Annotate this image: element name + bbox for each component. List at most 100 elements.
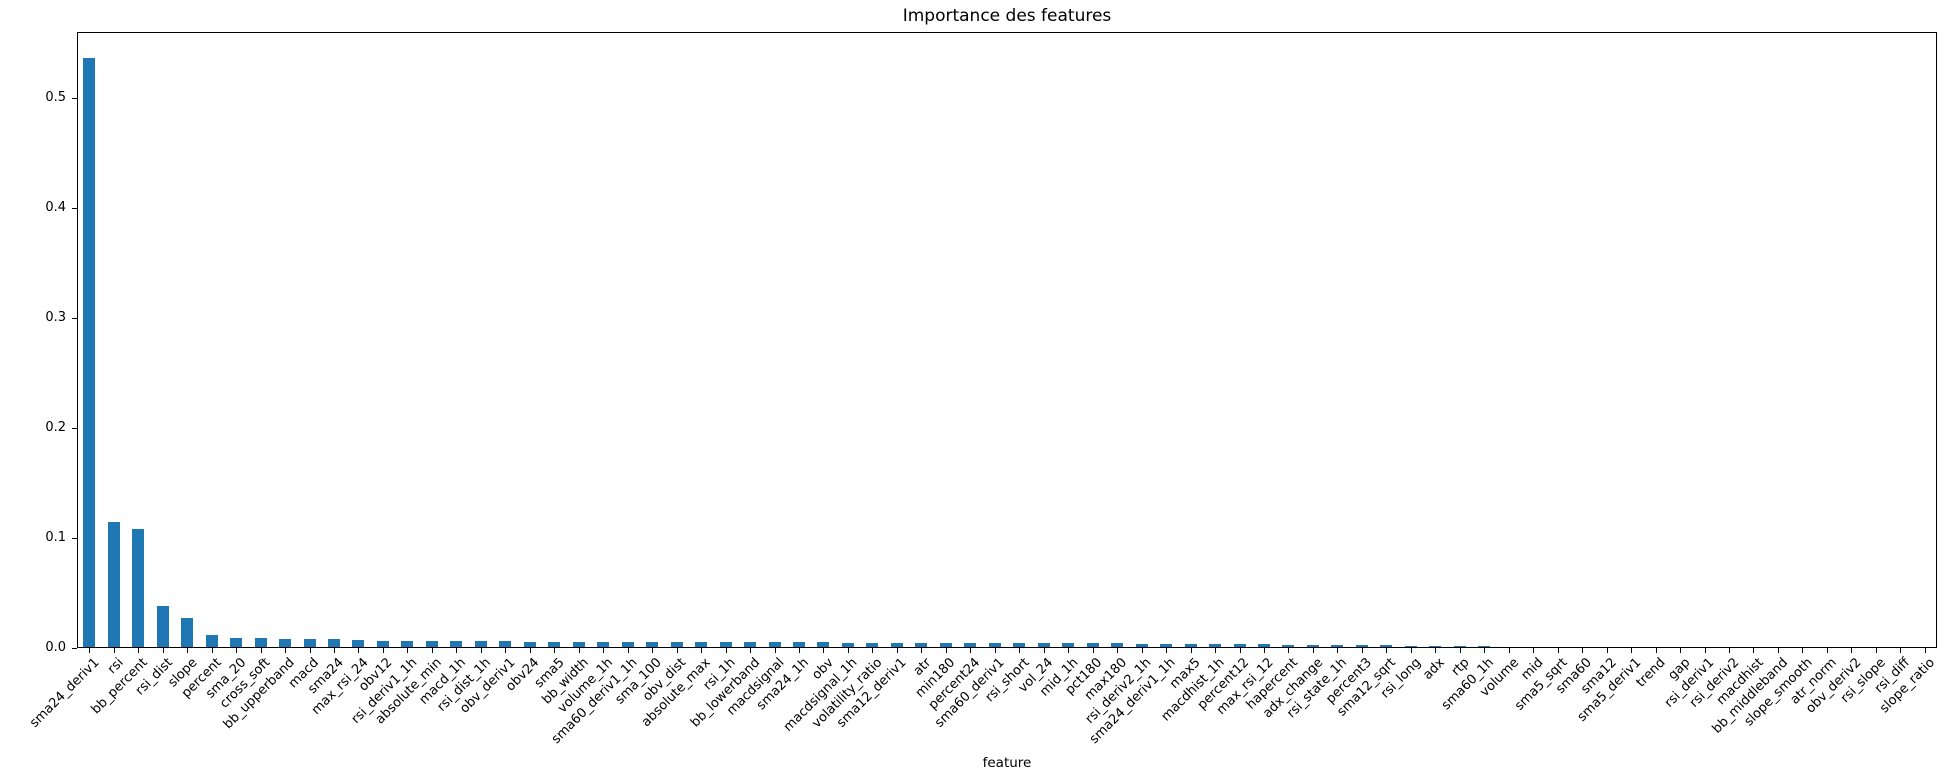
chart-title: Importance des features <box>902 6 1112 26</box>
y-tick-mark <box>72 207 77 209</box>
x-tick-mark <box>1924 648 1926 653</box>
x-tick-mark <box>554 648 556 653</box>
bar-adx_change <box>1306 645 1319 647</box>
x-tick-mark <box>1459 648 1461 653</box>
bar-sma24_deriv1_1h <box>1160 644 1173 647</box>
x-tick-mark <box>162 648 164 653</box>
bar-percent3 <box>1355 645 1368 647</box>
x-tick-mark <box>1777 648 1779 653</box>
x-tick-mark <box>1557 648 1559 653</box>
bar-obv_dist <box>670 642 683 647</box>
x-tick-mark <box>896 648 898 653</box>
bar-rsi_deriv2_1h <box>1135 644 1148 647</box>
y-tick-mark <box>72 97 77 99</box>
x-tick-mark <box>994 648 996 653</box>
x-tick-mark <box>382 648 384 653</box>
y-tick-label: 0.2 <box>45 420 66 435</box>
x-tick-mark <box>1337 648 1339 653</box>
y-tick-label: 0.1 <box>45 530 66 545</box>
bar-sma24_deriv1 <box>83 58 96 647</box>
x-tick-mark <box>1068 648 1070 653</box>
bar-rsi_1h <box>719 642 732 647</box>
bar-max_rsi_24 <box>352 640 365 647</box>
x-tick-mark <box>676 648 678 653</box>
bar-rsi <box>107 522 120 647</box>
x-tick-mark <box>431 648 433 653</box>
bar-volume_1h <box>597 642 610 647</box>
x-tick-mark <box>309 648 311 653</box>
x-tick-mark <box>1190 648 1192 653</box>
x-tick-mark <box>407 648 409 653</box>
bar-sma24 <box>327 639 340 647</box>
bar-sma_20 <box>230 638 243 647</box>
x-tick-mark <box>1582 648 1584 653</box>
x-tick-mark <box>1092 648 1094 653</box>
bar-rsi_deriv1_1h <box>401 641 414 647</box>
x-tick-mark <box>138 648 140 653</box>
x-tick-mark <box>260 648 262 653</box>
bar-pct180 <box>1086 643 1099 647</box>
y-tick-mark <box>72 647 77 649</box>
bar-rsi_dist_1h <box>474 641 487 647</box>
y-tick-mark <box>72 537 77 539</box>
bar-absolute_max <box>695 642 708 647</box>
bar-obv24 <box>523 642 536 647</box>
bar-obv_deriv1 <box>499 641 512 647</box>
x-tick-mark <box>285 648 287 653</box>
x-tick-mark <box>1043 648 1045 653</box>
x-tick-mark <box>1312 648 1314 653</box>
bar-sma60_deriv1_1h <box>621 642 634 647</box>
bar-percent12 <box>1233 644 1246 647</box>
bar-cross_soft <box>254 638 267 647</box>
bar-vol_24 <box>1037 643 1050 647</box>
x-axis-label: feature <box>982 755 1032 771</box>
bar-bb_lowerband <box>744 642 757 647</box>
x-tick-mark <box>1900 648 1902 653</box>
bar-sma12_deriv1 <box>890 643 903 647</box>
bar-sma60_1h <box>1478 646 1491 647</box>
x-tick-mark <box>1680 648 1682 653</box>
x-tick-mark <box>1288 648 1290 653</box>
y-tick-mark <box>72 317 77 319</box>
x-tick-mark <box>1386 648 1388 653</box>
bar-slope <box>181 618 194 647</box>
x-tick-mark <box>652 648 654 653</box>
x-tick-mark <box>823 648 825 653</box>
bar-max_rsi_12 <box>1257 644 1270 647</box>
bar-bb_width <box>572 642 585 647</box>
x-tick-mark <box>847 648 849 653</box>
x-tick-mark <box>750 648 752 653</box>
x-tick-mark <box>1484 648 1486 653</box>
x-tick-mark <box>1239 648 1241 653</box>
bar-obv <box>817 642 830 647</box>
bar-min180 <box>939 643 952 647</box>
x-tick-mark <box>872 648 874 653</box>
x-tick-mark <box>970 648 972 653</box>
bar-sma12_sqrt <box>1380 645 1393 647</box>
x-tick-label: sma24_deriv1 <box>26 655 103 731</box>
x-tick-mark <box>89 648 91 653</box>
x-tick-mark <box>603 648 605 653</box>
x-tick-mark <box>480 648 482 653</box>
x-tick-mark <box>1826 648 1828 653</box>
x-tick-mark <box>1215 648 1217 653</box>
x-tick-mark <box>1435 648 1437 653</box>
x-tick-mark <box>333 648 335 653</box>
x-tick-mark <box>627 648 629 653</box>
bar-macd <box>303 639 316 647</box>
x-tick-mark <box>1117 648 1119 653</box>
x-tick-mark <box>798 648 800 653</box>
bar-volatility_ratio <box>866 643 879 647</box>
bar-sma60_deriv1 <box>988 643 1001 647</box>
bar-bb_percent <box>132 529 145 647</box>
x-tick-mark <box>1875 648 1877 653</box>
x-tick-mark <box>113 648 115 653</box>
x-tick-mark <box>211 648 213 653</box>
bar-percent24 <box>964 643 977 647</box>
x-tick-mark <box>1263 648 1265 653</box>
x-tick-mark <box>1802 648 1804 653</box>
x-tick-mark <box>578 648 580 653</box>
bar-rtp <box>1453 646 1466 647</box>
x-tick-mark <box>1753 648 1755 653</box>
bar-rsi_short <box>1013 643 1026 647</box>
